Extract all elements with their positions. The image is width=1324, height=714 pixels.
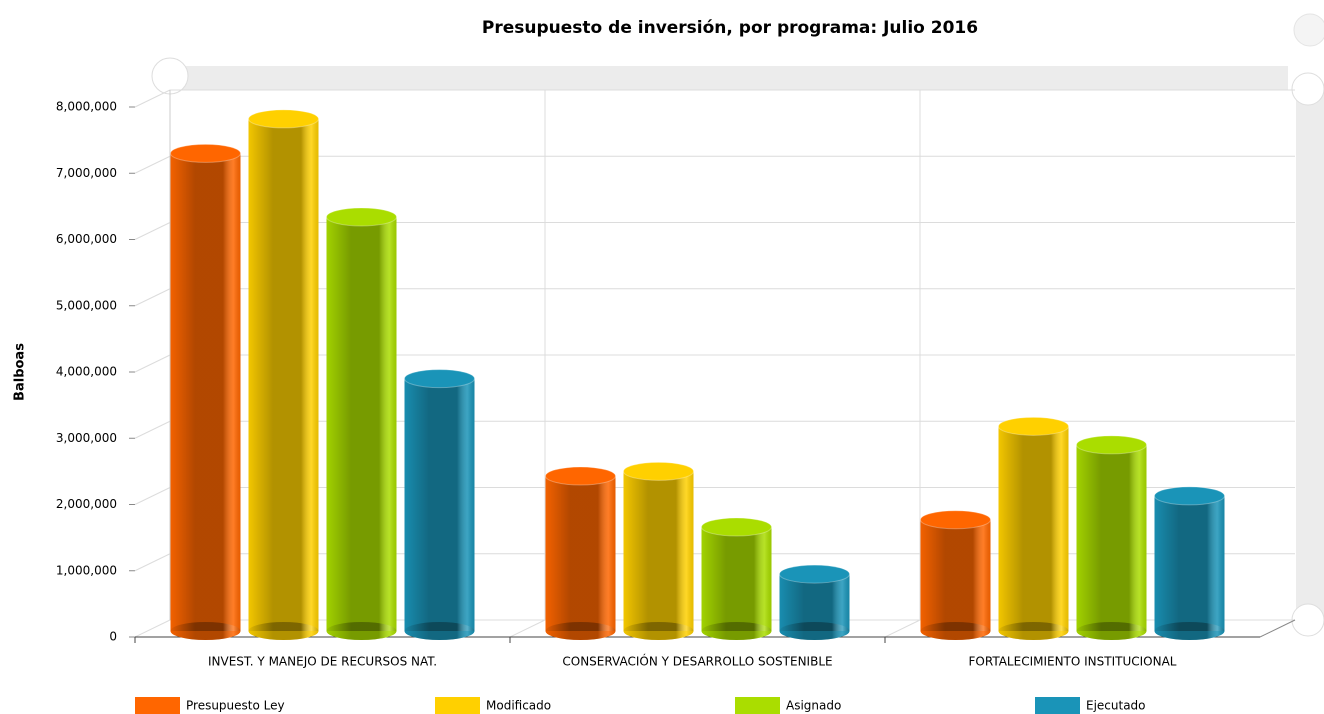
bar-shade	[404, 378, 475, 631]
bar-shade	[1076, 444, 1147, 631]
bar-top	[1154, 486, 1225, 506]
y-tick-label: 2,000,000	[56, 497, 117, 511]
legend-label: Presupuesto Ley	[186, 699, 285, 713]
bar-shade	[248, 118, 319, 632]
floor-edge	[1259, 619, 1296, 638]
grid-line	[134, 155, 171, 174]
y-tick-label: 5,000,000	[56, 298, 117, 312]
category-divider	[509, 619, 546, 638]
scrollbar-y[interactable]	[1296, 90, 1324, 620]
x-tick-label: INVEST. Y MANEJO DE RECURSOS NAT.	[208, 655, 437, 669]
scroll-handle[interactable]	[151, 57, 189, 95]
legend-label: Modificado	[486, 699, 551, 713]
legend-swatch	[1035, 697, 1080, 714]
legend-label: Ejecutado	[1086, 699, 1146, 713]
bar-top	[248, 109, 319, 129]
bar-top	[701, 517, 772, 537]
bar-shade	[701, 527, 772, 631]
y-tick-label: 8,000,000	[56, 100, 117, 114]
grid-line	[134, 553, 171, 572]
bar-top	[326, 207, 397, 227]
grid-line	[134, 619, 171, 638]
scroll-handle[interactable]	[1291, 72, 1324, 106]
bar-shade	[779, 574, 850, 631]
legend-swatch	[435, 697, 480, 714]
x-tick-label: FORTALECIMIENTO INSTITUCIONAL	[969, 655, 1177, 669]
bar-shade	[170, 153, 241, 631]
bar-shade	[998, 426, 1069, 631]
grid-line	[134, 354, 171, 373]
grid-line	[134, 487, 171, 505]
bar-top	[998, 416, 1069, 436]
y-tick-label: 7,000,000	[56, 166, 117, 180]
bar-top	[779, 564, 850, 584]
plot-area: 0 1,000,000 2,000,000 3,000,000 4,000,000 5,0…	[56, 89, 1296, 714]
bar-top	[920, 510, 991, 530]
grid-line	[134, 288, 171, 307]
bar-top	[1076, 435, 1147, 455]
y-tick-label: 3,000,000	[56, 431, 117, 445]
bar-shade	[1154, 495, 1225, 631]
y-tick-label: 6,000,000	[56, 232, 117, 246]
category-divider	[884, 619, 921, 638]
legend-label: Asignado	[786, 699, 841, 713]
bar-top	[545, 466, 616, 486]
legend-swatch	[735, 697, 780, 714]
bar-shade	[623, 471, 694, 631]
bar-shade	[326, 216, 397, 631]
chart-title: Presupuesto de inversión, por programa: …	[482, 18, 978, 38]
scrollbar-x[interactable]	[168, 66, 1288, 90]
scroll-handle[interactable]	[1291, 603, 1324, 637]
y-axis-label: Balboas	[13, 343, 28, 401]
bar-shade	[545, 476, 616, 631]
grid-line	[134, 89, 171, 108]
y-tick-label: 4,000,000	[56, 365, 117, 379]
y-tick-label: 1,000,000	[56, 563, 117, 577]
bar-shade	[920, 519, 991, 631]
grid-line	[134, 420, 171, 439]
bar-top	[623, 461, 694, 481]
download-button[interactable]	[1293, 13, 1324, 47]
legend-swatch	[135, 697, 180, 714]
grid-line	[134, 222, 171, 240]
bar-top	[404, 369, 475, 389]
x-tick-label: CONSERVACIÓN Y DESARROLLO SOSTENIBLE	[562, 654, 832, 669]
y-tick-label: 0	[109, 630, 117, 644]
bar-top	[170, 143, 241, 163]
